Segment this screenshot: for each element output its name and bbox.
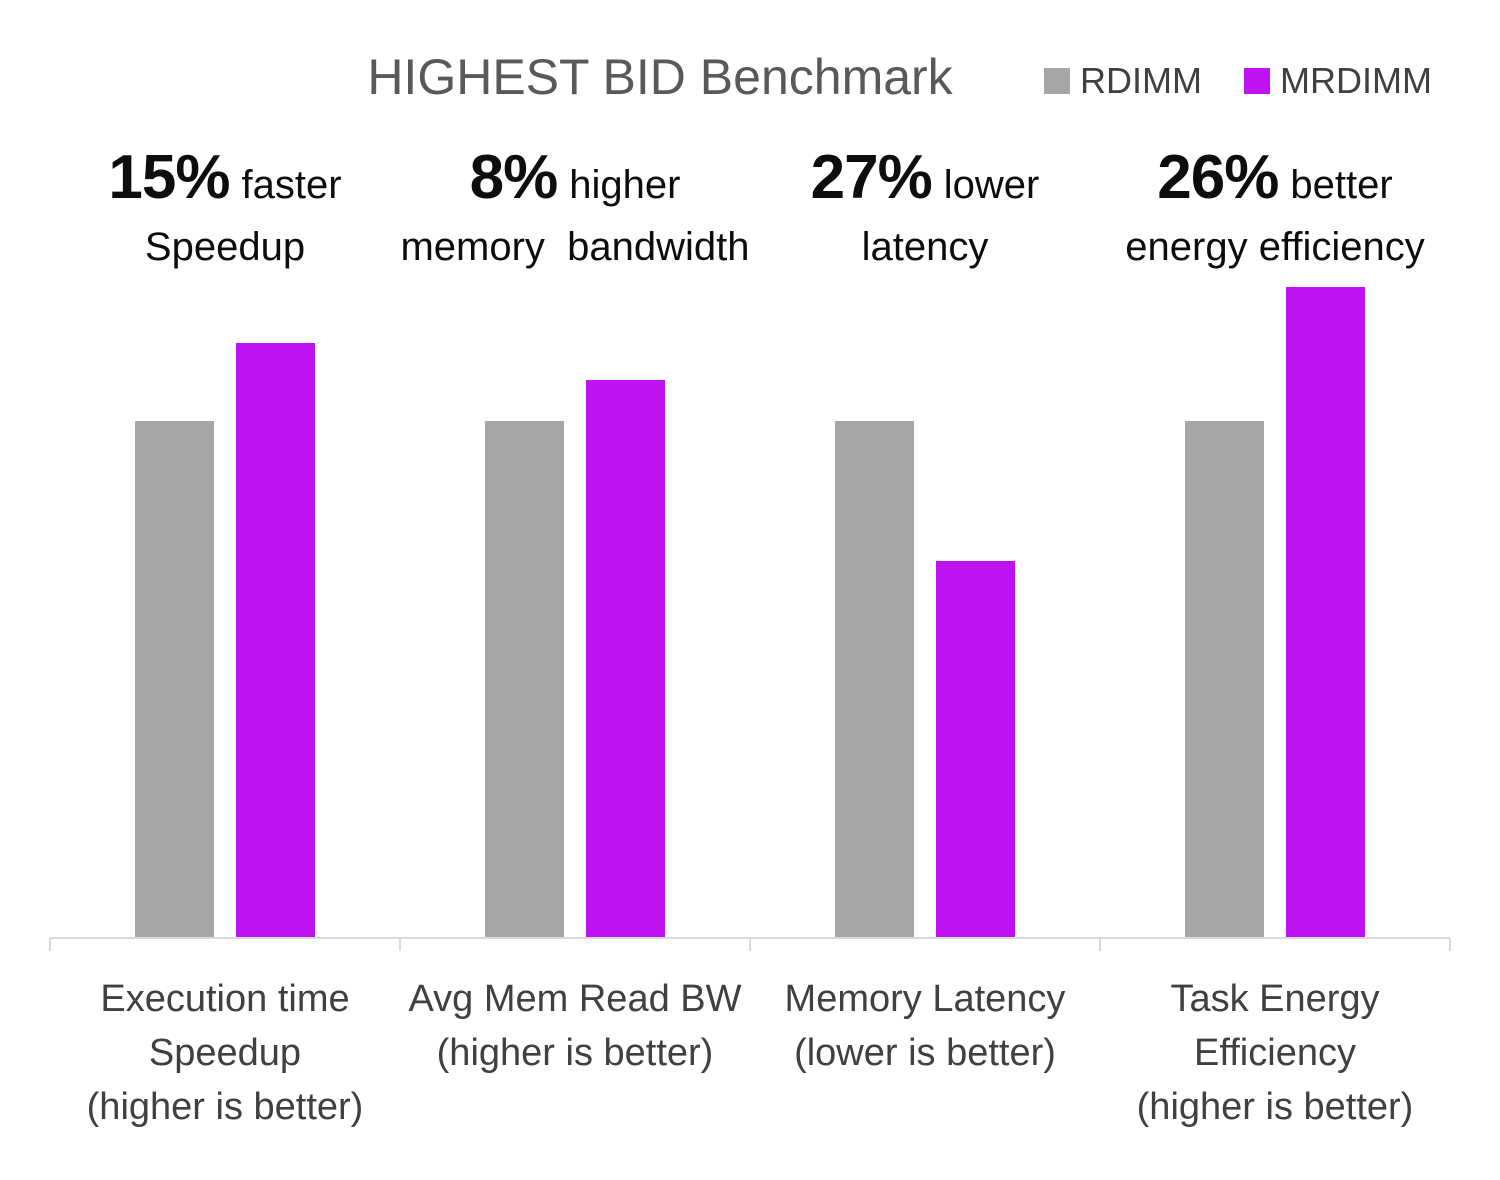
annotation-line1: 26% better — [1090, 146, 1460, 217]
category-label: Avg Mem Read BW (higher is better) — [386, 972, 764, 1080]
legend-item-mrdimm: MRDIMM — [1244, 60, 1432, 102]
category-label-line: (higher is better) — [1136, 1086, 1414, 1128]
rdimm-color-swatch — [1044, 68, 1071, 94]
bar-rdimm — [835, 421, 914, 938]
bar-mrdimm — [586, 380, 665, 938]
category-label-line: (lower is better) — [794, 1032, 1056, 1074]
axis-tick — [399, 938, 401, 951]
bar-mrdimm — [1286, 287, 1365, 938]
category-label-line: (higher is better) — [436, 1032, 714, 1074]
annotation-suffix: better — [1290, 163, 1393, 207]
annotation-line1: 27% lower — [740, 146, 1110, 217]
annotation-suffix: higher — [569, 163, 681, 207]
annotation-subtext: memory bandwidth — [400, 225, 750, 269]
annotation: 15% faster Speedup — [40, 146, 410, 271]
category-label: Task Energy Efficiency (higher is better) — [1086, 972, 1464, 1134]
chart-title: HIGHEST BID Benchmark — [367, 49, 953, 105]
category-label-line: Speedup — [148, 1032, 302, 1074]
annotation-subtext: energy efficiency — [1125, 225, 1425, 269]
annotation-line1: 15% faster — [40, 146, 410, 217]
annotation: 27% lower latency — [740, 146, 1110, 271]
bar-pair — [50, 343, 400, 938]
annotation-suffix: lower — [943, 163, 1040, 207]
legend-item-rdimm: RDIMM — [1044, 60, 1202, 102]
category-label-line: Avg Mem Read BW — [408, 978, 742, 1020]
annotation: 26% better energy efficiency — [1090, 146, 1460, 271]
annotation-value: 15% — [108, 143, 230, 212]
bar-rdimm — [1185, 421, 1264, 938]
category-label: Execution time Speedup (higher is better) — [36, 972, 414, 1134]
category-label: Memory Latency (lower is better) — [736, 972, 1114, 1080]
annotation: 8% higher memory bandwidth — [390, 146, 760, 271]
bar-group: 15% faster Speedup Execution time Speedup (hi… — [50, 0, 400, 1180]
bar-pair — [400, 380, 750, 938]
bar-pair — [1100, 287, 1450, 938]
annotation-value: 8% — [469, 143, 559, 212]
annotation-line1: 8% higher — [390, 146, 760, 217]
annotation-value: 26% — [1157, 143, 1279, 212]
annotation-subtext: latency — [861, 225, 989, 269]
axis-tick — [49, 938, 51, 951]
annotation-value: 27% — [810, 143, 933, 212]
plot-area: 15% faster Speedup Execution time Speedup (hi… — [50, 0, 1450, 1180]
category-label-line: Execution time — [100, 978, 350, 1020]
legend-label-mrdimm: MRDIMM — [1280, 60, 1432, 101]
bar-mrdimm — [236, 343, 315, 938]
annotation-subtext: Speedup — [144, 225, 306, 269]
bar-group: 27% lower latency Memory Latency (lower is b… — [750, 0, 1100, 1180]
bar-group: 26% better energy efficiency Task Energy Eff… — [1100, 0, 1450, 1180]
category-label-line: (higher is better) — [86, 1086, 364, 1128]
bar-rdimm — [135, 421, 214, 938]
bar-group: 8% higher memory bandwidth Avg Mem Read BW (… — [400, 0, 750, 1180]
category-label-line: Task Energy — [1170, 978, 1380, 1020]
category-label-line: Memory Latency — [784, 978, 1066, 1020]
axis-tick — [1099, 938, 1101, 951]
mrdimm-color-swatch — [1244, 68, 1271, 94]
annotation-suffix: faster — [241, 163, 342, 207]
category-label-line: Efficiency — [1194, 1032, 1356, 1074]
legend: RDIMM MRDIMM — [1044, 60, 1432, 102]
bar-mrdimm — [936, 561, 1015, 938]
axis-tick — [1449, 938, 1451, 951]
axis-tick — [749, 938, 751, 951]
bar-rdimm — [485, 421, 564, 938]
legend-label-rdimm: RDIMM — [1080, 60, 1203, 101]
bar-pair — [750, 421, 1100, 938]
